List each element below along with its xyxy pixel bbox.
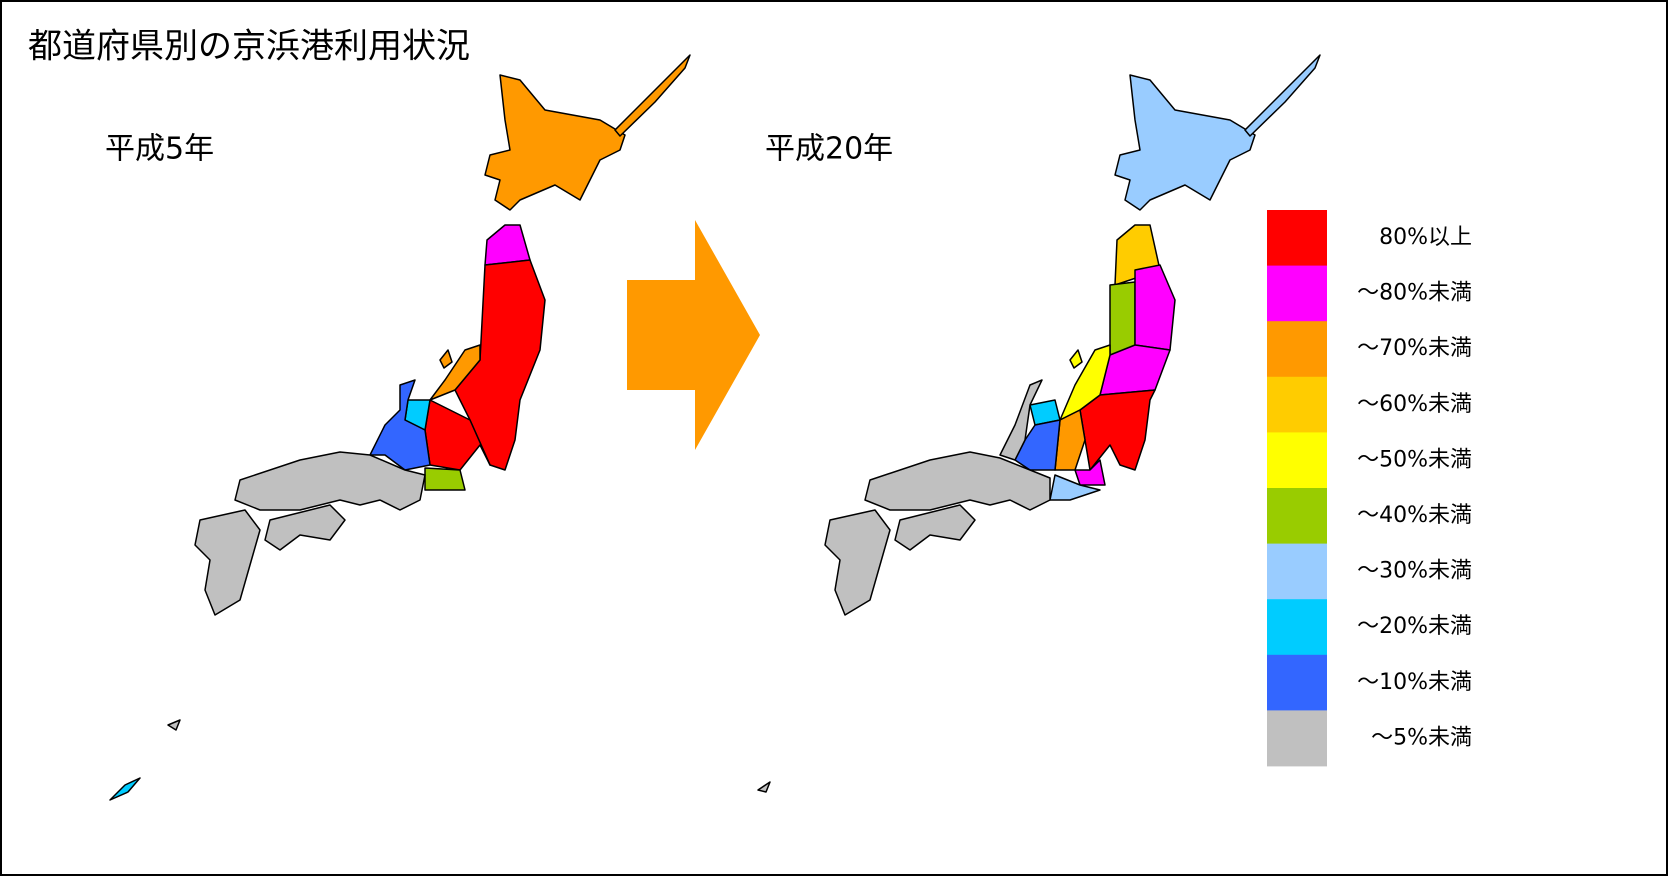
legend-swatch	[1267, 321, 1327, 378]
prefecture	[484, 224, 531, 266]
prefecture	[894, 504, 976, 551]
prefecture	[1134, 264, 1176, 351]
legend-label: 〜5%未満	[1371, 725, 1472, 750]
prefecture	[194, 509, 261, 616]
prefecture	[864, 451, 1051, 511]
prefecture	[824, 509, 891, 616]
map-label: 平成5年	[105, 132, 214, 167]
prefecture	[439, 349, 453, 369]
prefecture	[424, 467, 466, 491]
map-heisei-20	[757, 54, 1321, 793]
arrow	[627, 220, 760, 450]
prefecture	[264, 504, 346, 551]
legend-label: 〜20%未満	[1357, 614, 1472, 639]
legend-label: 〜80%未満	[1357, 281, 1472, 306]
prefecture	[1109, 281, 1136, 356]
prefecture	[757, 781, 771, 793]
legend-swatch	[1267, 599, 1327, 656]
legend-label: 〜30%未満	[1357, 559, 1472, 584]
prefecture	[109, 777, 141, 801]
legend-label: 〜60%未満	[1357, 392, 1472, 417]
legend: 80%以上〜80%未満〜70%未満〜60%未満〜50%未満〜40%未満〜30%未…	[1267, 210, 1472, 767]
legend-swatch	[1267, 265, 1327, 322]
map-label: 平成20年	[765, 132, 893, 167]
legend-swatch	[1267, 432, 1327, 489]
title: 都道府県別の京浜港利用状況	[28, 27, 470, 67]
prefecture	[999, 379, 1043, 461]
prefecture	[1114, 74, 1256, 211]
prefecture	[1074, 459, 1106, 486]
map-heisei-5	[109, 54, 691, 801]
prefecture	[167, 719, 181, 731]
prefecture	[1244, 54, 1321, 137]
legend-swatch	[1267, 376, 1327, 433]
prefecture	[1049, 474, 1101, 501]
prefecture	[369, 379, 431, 471]
legend-swatch	[1267, 210, 1327, 266]
legend-label: 〜50%未満	[1357, 447, 1472, 472]
prefecture	[614, 54, 691, 137]
legend-swatch	[1267, 543, 1327, 600]
prefecture	[1069, 349, 1083, 369]
legend-label: 〜70%未満	[1357, 336, 1472, 361]
legend-label: 80%以上	[1379, 225, 1472, 250]
prefecture	[234, 451, 426, 511]
legend-swatch	[1267, 710, 1327, 767]
legend-label: 〜10%未満	[1357, 670, 1472, 695]
legend-swatch	[1267, 654, 1327, 711]
legend-swatch	[1267, 488, 1327, 544]
legend-label: 〜40%未満	[1357, 503, 1472, 528]
prefecture	[484, 74, 626, 211]
